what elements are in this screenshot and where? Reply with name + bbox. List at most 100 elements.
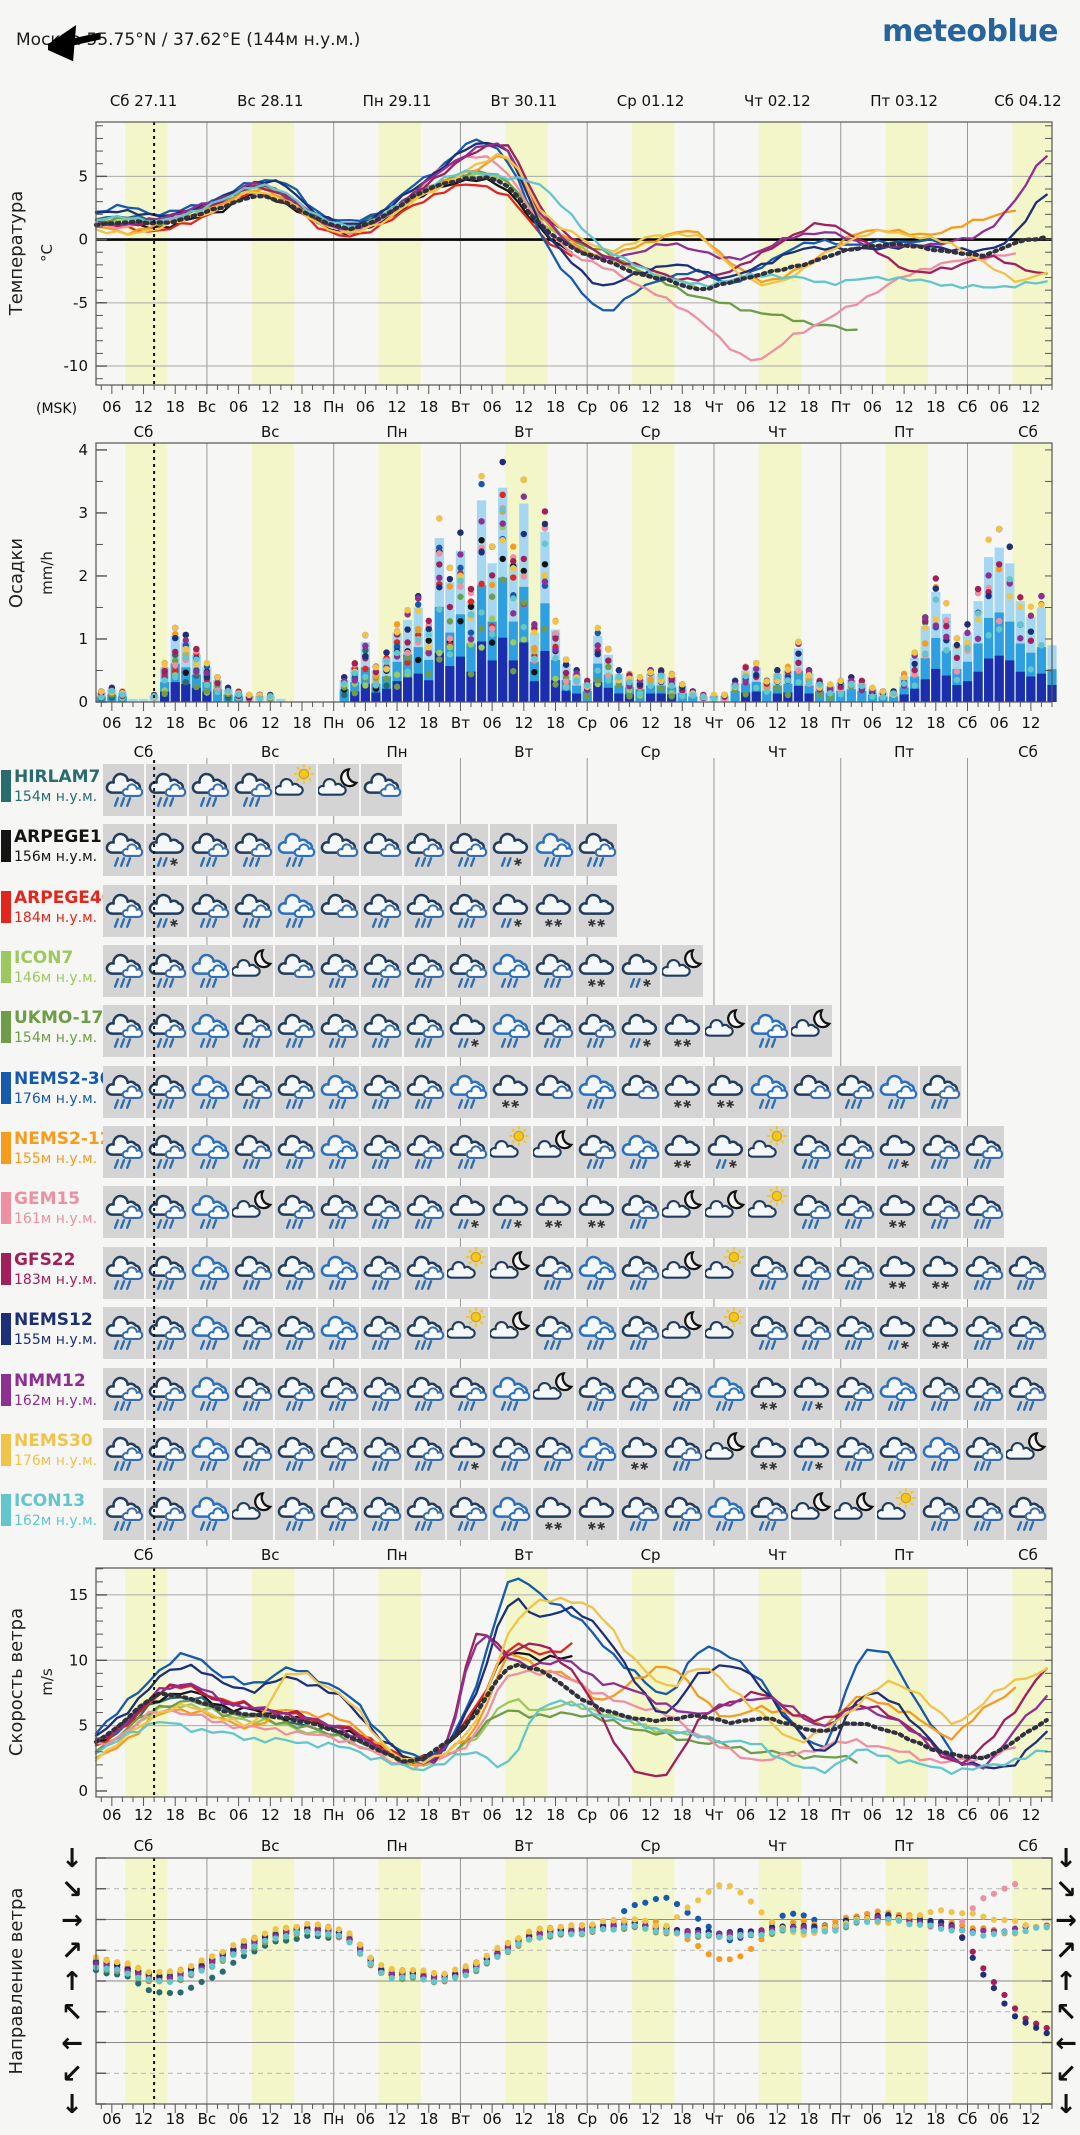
rain-stroke — [893, 1400, 900, 1411]
precip-model-dot — [1038, 601, 1045, 609]
chart-frame — [96, 122, 1052, 385]
precip-model-dot — [436, 606, 443, 613]
rain-stroke — [126, 1159, 132, 1170]
cloud — [535, 1195, 572, 1217]
weather-icon-r — [793, 1315, 832, 1351]
weather-icon-cell — [404, 1246, 445, 1299]
precip-model-dot — [161, 667, 168, 675]
precip-model-dot — [584, 681, 591, 689]
weather-icon-cell — [146, 1367, 187, 1420]
rain-stroke — [113, 1279, 120, 1290]
rain-stroke — [119, 1098, 126, 1109]
rain-stroke — [857, 1159, 863, 1170]
y-tick-label: 3 — [78, 504, 88, 522]
rain-stroke — [205, 857, 212, 868]
weather-icon-cell — [275, 884, 316, 937]
weather-icon-cell — [877, 1186, 918, 1239]
precip-model-dot — [541, 540, 549, 547]
moon-crescent — [684, 1311, 703, 1331]
precip-model-dot — [425, 670, 432, 678]
weather-icon-cell — [361, 1126, 402, 1179]
weather-icon-r — [234, 1134, 273, 1170]
precip-model-dot — [351, 660, 359, 667]
rain-stroke — [298, 1038, 304, 1049]
precip-model-dot — [1038, 642, 1045, 649]
day-label-row: Сб Вс Пн Вт Ср Чт Пт Сб — [134, 1546, 1038, 1564]
weather-icon-cell — [791, 1246, 832, 1299]
precip-model-dot — [436, 550, 443, 557]
rain-stroke — [470, 1159, 476, 1170]
weather-icon-cell — [189, 884, 230, 937]
rain-stroke — [801, 1400, 808, 1411]
plot-border — [95, 121, 1053, 386]
direction-dot — [166, 1989, 174, 1997]
precip-model-dot — [974, 616, 982, 623]
precip-model-dot — [953, 641, 961, 649]
precip-model-dot — [182, 654, 189, 661]
x-tick-label: Вс — [198, 398, 217, 416]
rain-stroke — [341, 1460, 347, 1471]
sun-ray — [479, 1260, 484, 1265]
rain-stroke — [156, 1521, 163, 1532]
rain-stroke — [1022, 1279, 1029, 1290]
weather-icon-r — [105, 772, 144, 807]
precip-bar-min — [360, 684, 370, 702]
x-tick-label: 12 — [388, 714, 407, 732]
rain-stroke — [341, 1219, 347, 1230]
weather-icon-cell — [748, 1367, 789, 1420]
cloud — [750, 1436, 787, 1458]
rain-stroke — [414, 1098, 421, 1109]
x-tick-label: 18 — [673, 398, 692, 416]
day-label: Пт — [894, 1546, 914, 1564]
weather-icon-n — [705, 1190, 746, 1219]
weather-icon-s — [879, 1255, 916, 1289]
weather-icon-cell — [791, 1186, 832, 1239]
weather-icon-s — [578, 893, 615, 927]
weather-icon-n — [791, 1009, 832, 1038]
weather-icon-cell — [318, 1126, 359, 1179]
precip-model-dot — [922, 650, 929, 657]
weather-icon-cell — [361, 884, 402, 937]
model-name: GFS22 — [14, 1249, 76, 1270]
x-tick-label: 06 — [483, 398, 502, 416]
weather-icon-r — [965, 1315, 1004, 1351]
sun-ray — [769, 1200, 773, 1205]
rain-stroke — [986, 1340, 992, 1351]
weather-icon-cell — [275, 1246, 316, 1299]
weather-icon-r — [320, 953, 359, 988]
precip-model-dot — [541, 578, 549, 585]
meteoblue-logo[interactable]: meteoblue — [882, 14, 1058, 49]
weather-icon-cell — [920, 1186, 961, 1239]
weather-icon-r — [922, 1497, 961, 1532]
weather-icon-cell — [275, 1307, 316, 1360]
precip-model-dot — [478, 480, 485, 488]
rain-stroke — [205, 1460, 212, 1471]
precip-model-dot — [1027, 637, 1035, 644]
rain-stroke — [642, 1279, 648, 1290]
precip-model-dot — [172, 624, 179, 632]
rain-stroke — [500, 917, 507, 928]
weather-icon-n — [791, 1492, 832, 1520]
rain-stroke — [334, 1219, 341, 1230]
weather-icon-cell — [662, 1186, 703, 1239]
precip-bar-min — [614, 693, 624, 702]
rain-stroke — [857, 1400, 863, 1411]
precip-model-dot — [488, 639, 496, 646]
day-label: Пн — [387, 743, 408, 761]
rain-stroke — [592, 1340, 599, 1351]
precip-model-dot — [436, 649, 443, 657]
precip-model-dot — [404, 659, 411, 666]
model-series-line — [94, 1577, 953, 1761]
precip-model-dot — [922, 624, 929, 631]
rain-stroke — [850, 1460, 857, 1471]
day-label: Ср — [641, 423, 661, 441]
x-tick-label: Пт — [831, 1806, 851, 1824]
rain-stroke — [844, 1400, 851, 1411]
precip-model-dot — [837, 691, 844, 698]
precip-model-dot — [193, 661, 200, 668]
rain-stroke — [384, 1400, 390, 1411]
rain-stroke — [457, 1159, 464, 1170]
rain-stroke — [427, 1038, 433, 1049]
precip-bar-min — [529, 681, 539, 702]
rain-stroke — [334, 1279, 341, 1290]
